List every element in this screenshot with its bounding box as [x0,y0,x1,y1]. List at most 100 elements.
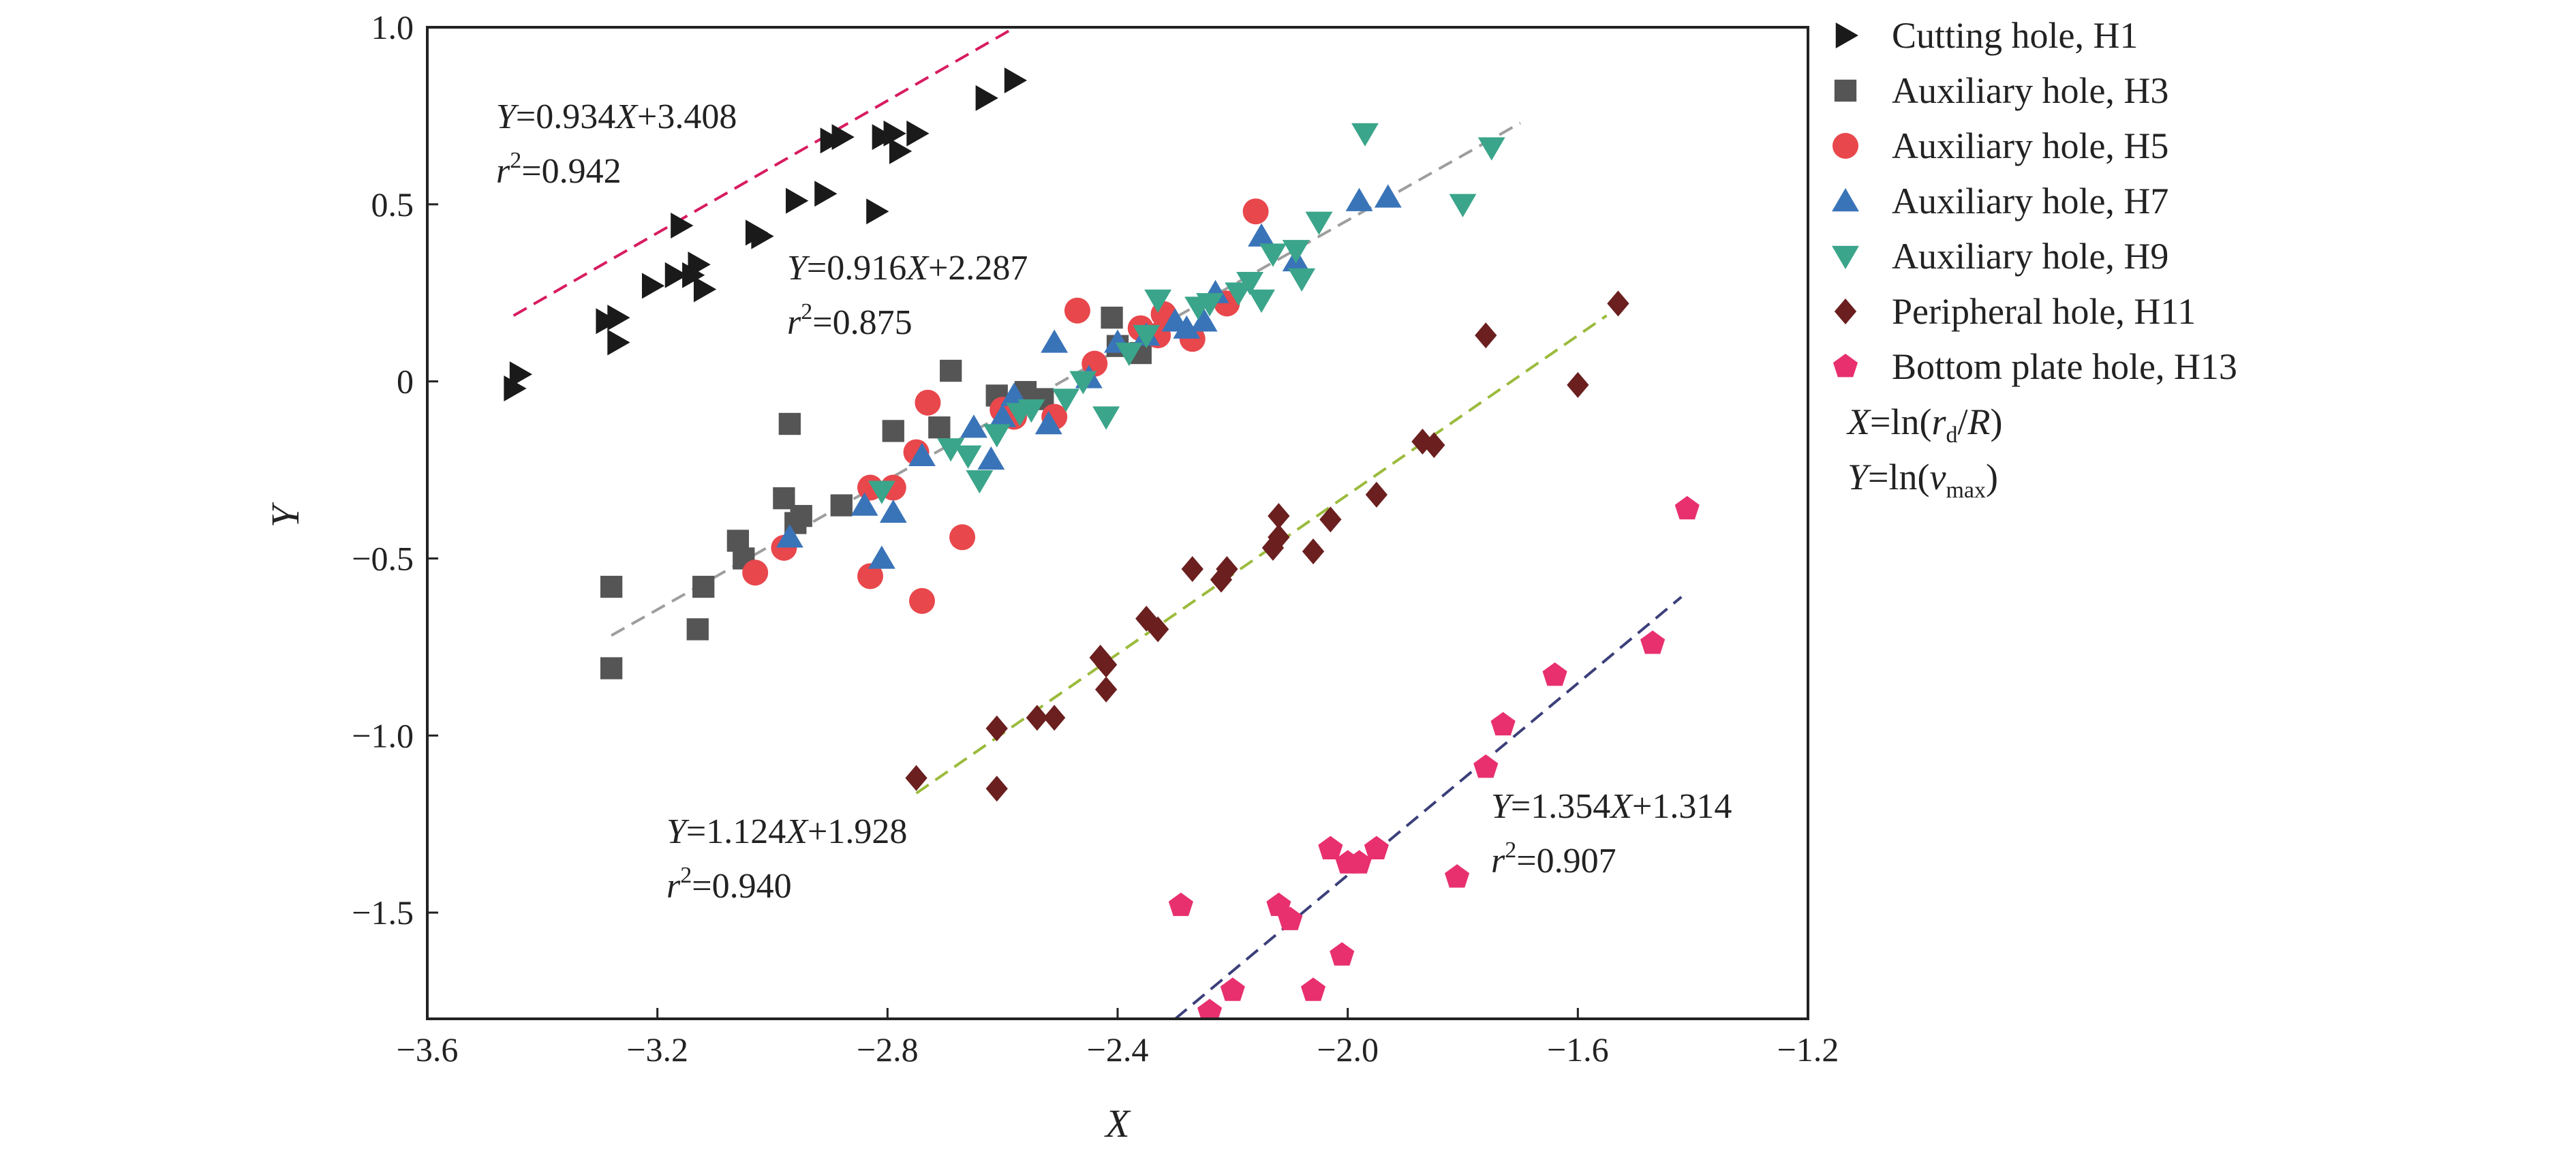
data-point [1473,754,1499,778]
y-tick-label: 1.0 [371,8,414,46]
data-point [1330,942,1355,966]
data-point [977,446,1005,470]
data-point [937,438,965,462]
data-point [831,124,855,151]
data-point [664,262,688,288]
data-point [1607,290,1629,317]
data-point [776,524,803,548]
data-point [882,420,904,442]
data-point [692,575,715,598]
data-point [1133,324,1161,349]
data-point [928,416,951,439]
fit-r-squared: r2=0.875 [787,299,913,342]
data-point [905,765,927,791]
data-point [868,545,895,569]
data-point [1268,524,1290,551]
data-point [866,198,889,225]
legend-variable-note: Y=ln(vmax) [1847,457,1998,503]
data-point [682,262,705,288]
data-point [1173,315,1201,339]
data-point [1220,977,1245,1001]
data-point [989,403,1017,427]
data-point [985,715,1008,741]
data-point [1210,566,1233,593]
data-point [504,376,527,402]
data-point [1449,194,1477,217]
y-tick-label: 0 [397,363,414,401]
y-tick-label: −0.5 [352,539,414,577]
legend-marker [1832,188,1859,212]
legend: Cutting hole, H1 Auxiliary hole, H3 Auxili… [1832,15,2237,503]
x-tick-label: −2.0 [1317,1030,1379,1069]
x-tick-label: −1.6 [1547,1030,1609,1069]
data-point [940,359,962,382]
fit-line [512,27,1018,317]
data-point [1319,506,1342,533]
data-point [1216,556,1238,583]
data-point [949,524,976,551]
fit-r-squared: r2=0.907 [1491,838,1616,880]
data-point [1041,329,1069,353]
fit-equation: Y=0.934X+3.408 [496,97,737,136]
data-point [985,776,1008,802]
data-point [872,124,895,151]
data-point [790,504,812,527]
data-point [1674,495,1700,520]
data-point [1318,836,1343,859]
data-point [1475,322,1497,349]
data-point [509,361,533,388]
data-point [751,223,774,249]
data-point [1236,271,1264,296]
y-tick-label: −1.5 [352,893,414,932]
data-point [1043,705,1066,731]
x-tick-label: −2.8 [857,1030,919,1069]
legend-variable-note: X=ln(rd/R) [1846,401,2002,448]
data-point [1567,371,1589,398]
legend-marker [1834,298,1857,324]
data-point [1181,556,1203,583]
data-point [1268,503,1290,530]
legend-entry: Auxiliary hole, H9 [1892,236,2168,277]
data-point [857,563,884,589]
legend-entry: Auxiliary hole, H7 [1892,181,2168,221]
data-point [1423,432,1445,459]
data-point [906,120,930,147]
legend-marker [1832,245,1859,269]
data-point [1248,289,1275,313]
data-point [1064,297,1090,324]
legend-entry: Cutting hole, H1 [1892,15,2138,56]
data-point [908,587,935,614]
data-point [742,560,769,586]
data-point [1115,342,1143,367]
data-point [641,273,665,299]
data-point [1196,293,1224,317]
data-point [908,442,936,466]
data-point [850,492,878,516]
data-point [814,181,838,207]
legend-entry: Bottom plate hole, H13 [1892,346,2237,387]
data-point [1225,282,1253,306]
data-point [1146,616,1169,643]
y-tick-label: −1.0 [352,716,414,754]
data-point [1282,240,1310,264]
legend-marker [1833,354,1858,378]
data-point [1347,850,1372,874]
data-point [1069,371,1097,395]
data-point [879,499,907,523]
data-point [600,657,623,679]
data-point [1094,676,1118,703]
data-point [596,308,619,335]
x-tick-label: −2.4 [1087,1030,1149,1069]
data-point [600,575,623,598]
data-point [1017,399,1045,423]
data-point [786,187,809,214]
data-point [1004,67,1028,93]
data-point [688,251,711,278]
data-point [1351,123,1379,147]
fit-equation: Y=0.916X+2.287 [787,249,1028,288]
y-axis-label: Y [263,502,307,527]
data-point [1092,406,1120,430]
data-point [1300,977,1326,1001]
data-point [1278,906,1303,930]
data-point [1101,306,1123,329]
